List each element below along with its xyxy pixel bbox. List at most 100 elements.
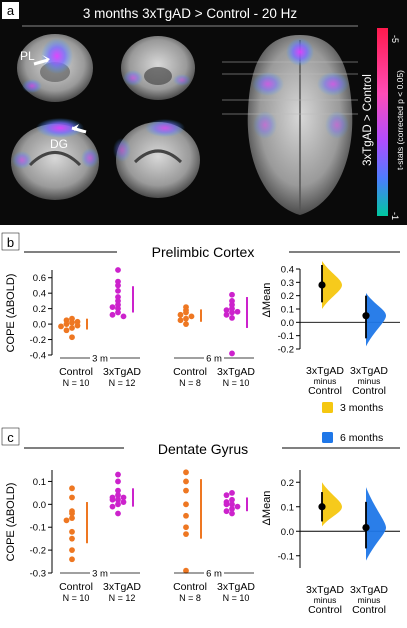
n-label: N = 10: [223, 378, 250, 388]
colorbar: [377, 28, 388, 216]
y-tick-label: -0.1: [278, 331, 294, 342]
data-point: [69, 515, 75, 521]
n-label: N = 12: [109, 378, 136, 388]
y-tick-label: 0.2: [281, 478, 294, 489]
data-point: [229, 291, 235, 298]
data-point: [63, 321, 70, 327]
y-axis-label: COPE (ΔBOLD): [5, 274, 17, 353]
data-point: [109, 503, 116, 510]
data-point: [69, 528, 75, 535]
brain-slice-axial: [222, 35, 358, 215]
legend-swatch-6-months: [322, 432, 333, 443]
delta-distribution: [322, 482, 342, 527]
contrast-label: 3xTgAD: [350, 584, 388, 596]
y-tick-label: 0.4: [33, 289, 46, 300]
colorbar-title: 3xTgAD > Control: [362, 74, 374, 166]
data-point: [69, 547, 75, 554]
panel-b-letter: b: [7, 235, 14, 250]
data-point: [183, 321, 189, 327]
y-tick-label: -0.1: [278, 551, 294, 562]
data-point: [229, 496, 235, 503]
data-point: [115, 282, 121, 289]
data-point: [115, 501, 121, 508]
chart-prelimbic-delta-mean: -0.2-0.10.00.10.20.30.4ΔMean3xTgADminusC…: [261, 261, 400, 397]
n-label: N = 10: [63, 593, 90, 603]
data-point: [120, 499, 127, 505]
data-point: [120, 313, 127, 320]
group-label: 3xTgAD: [103, 366, 141, 378]
delta-mean-point: [318, 503, 326, 511]
y-tick-label: 0.4: [281, 265, 294, 276]
y-tick-label: -0.3: [30, 569, 46, 580]
data-point: [229, 510, 235, 517]
group-label: Control: [59, 581, 93, 593]
y-tick-label: 0.0: [281, 318, 294, 329]
data-point: [74, 322, 81, 329]
data-point: [63, 517, 70, 524]
data-point: [183, 478, 189, 485]
age-label: 3 m: [92, 569, 108, 580]
panel-c-title: Dentate Gyrus: [158, 441, 248, 457]
group-label: 3xTgAD: [103, 581, 141, 593]
data-point: [234, 503, 241, 510]
region-label-pl: PL: [20, 49, 35, 63]
panel-a-letter: a: [7, 3, 15, 18]
legend-label-3-months: 3 months: [340, 402, 383, 414]
group-label: Control: [173, 366, 207, 378]
colorbar-top-label: -5: [390, 35, 400, 43]
data-point: [229, 309, 235, 316]
y-axis-label: COPE (ΔBOLD): [5, 483, 17, 562]
y-axis-label: ΔMean: [261, 491, 273, 526]
delta-distribution: [322, 261, 342, 309]
contrast-label: Control: [352, 604, 386, 616]
brain-slice-coronal-3: [11, 118, 99, 200]
arrow-head-icon: [72, 124, 79, 131]
panel-c-header: c Dentate Gyrus: [1, 427, 400, 457]
contrast-label: 3xTgAD: [306, 584, 344, 596]
y-tick-label: 0.2: [281, 291, 294, 302]
delta-distribution: [366, 293, 386, 347]
data-point: [120, 494, 127, 501]
contrast-label: minus: [358, 595, 381, 605]
data-point: [229, 315, 235, 321]
data-point: [223, 492, 230, 499]
legend: 3 months 6 months: [322, 402, 383, 444]
contrast-label: 3xTgAD: [350, 365, 388, 377]
brain-slice-coronal-4: [113, 119, 200, 198]
data-point: [69, 485, 75, 492]
panel-a-title: 3 months 3xTgAD > Control - 20 Hz: [83, 6, 297, 21]
y-tick-label: 0.0: [33, 500, 46, 511]
n-label: N = 10: [223, 593, 250, 603]
data-point: [69, 510, 75, 517]
y-tick-label: -0.2: [278, 345, 294, 356]
group-label: Control: [173, 581, 207, 593]
data-point: [109, 311, 116, 318]
brain-slice-coronal-1: [17, 34, 93, 102]
delta-mean-point: [362, 523, 370, 532]
data-point: [115, 287, 121, 294]
data-point: [183, 567, 189, 574]
data-point: [58, 323, 64, 330]
data-point: [109, 304, 116, 310]
data-point: [115, 309, 121, 316]
age-label-bg: [204, 567, 224, 579]
y-tick-label: -0.2: [30, 335, 46, 346]
age-label-bg: [90, 352, 110, 364]
data-point: [63, 327, 70, 334]
contrast-label: minus: [314, 595, 337, 605]
data-point: [177, 317, 184, 324]
data-point: [69, 535, 75, 542]
group-label: Control: [59, 366, 93, 378]
legend-label-6-months: 6 months: [340, 432, 383, 444]
data-point: [229, 501, 235, 508]
age-label: 6 m: [206, 354, 222, 365]
region-label-dg: DG: [50, 137, 68, 151]
age-label: 6 m: [206, 569, 222, 580]
data-point: [183, 512, 189, 519]
data-point: [183, 315, 189, 322]
y-tick-label: 0.0: [33, 320, 46, 331]
data-point: [177, 311, 184, 318]
